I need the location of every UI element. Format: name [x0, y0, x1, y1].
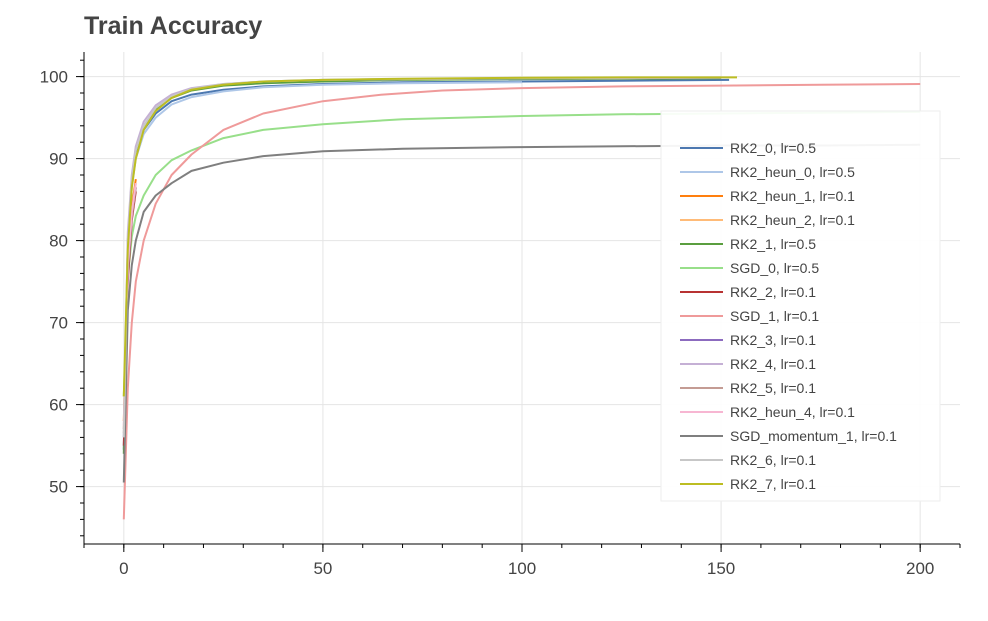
x-tick-label: 100 — [508, 559, 536, 578]
series-line-7 — [122, 83, 921, 520]
y-tick-label: 50 — [49, 478, 68, 497]
legend-label: RK2_0, lr=0.5 — [730, 140, 816, 156]
axes: 0 50 100 150 200 50 60 70 80 90 100 — [40, 52, 961, 578]
legend: RK2_0, lr=0.5 RK2_heun_0, lr=0.5 RK2_heun_… — [660, 110, 941, 502]
legend-label: RK2_7, lr=0.1 — [730, 476, 816, 492]
legend-label: RK2_heun_0, lr=0.5 — [730, 164, 855, 180]
y-tick-label: 60 — [49, 396, 68, 415]
legend-label: SGD_1, lr=0.1 — [730, 308, 819, 324]
legend-label: RK2_1, lr=0.5 — [730, 236, 816, 252]
y-tick-label: 100 — [40, 68, 68, 87]
legend-label: RK2_3, lr=0.1 — [730, 332, 816, 348]
y-tick-label: 70 — [49, 314, 68, 333]
series-line-9 — [122, 76, 722, 430]
series-line-0 — [122, 78, 730, 450]
legend-label: RK2_6, lr=0.1 — [730, 452, 816, 468]
legend-label: RK2_heun_4, lr=0.1 — [730, 404, 855, 420]
y-tick-label: 80 — [49, 232, 68, 251]
x-tick-label: 50 — [313, 559, 332, 578]
legend-label: SGD_0, lr=0.5 — [730, 260, 819, 276]
chart-title: Train Accuracy — [84, 12, 263, 40]
legend-label: RK2_5, lr=0.1 — [730, 380, 816, 396]
legend-label: RK2_heun_2, lr=0.1 — [730, 212, 855, 228]
legend-label: RK2_2, lr=0.1 — [730, 284, 816, 300]
legend-label: RK2_4, lr=0.1 — [730, 356, 816, 372]
x-tick-label: 0 — [119, 559, 128, 578]
y-tick-label: 90 — [49, 150, 68, 169]
series-lines — [122, 76, 921, 520]
legend-label: SGD_momentum_1, lr=0.1 — [730, 428, 897, 444]
series-line-12 — [122, 143, 921, 483]
series-line-4 — [122, 77, 722, 454]
x-tick-label: 200 — [906, 559, 934, 578]
series-line-13 — [122, 76, 722, 438]
legend-label: RK2_heun_1, lr=0.1 — [730, 188, 855, 204]
series-line-5 — [122, 110, 921, 397]
x-tick-label: 150 — [707, 559, 735, 578]
series-line-14 — [122, 76, 737, 397]
